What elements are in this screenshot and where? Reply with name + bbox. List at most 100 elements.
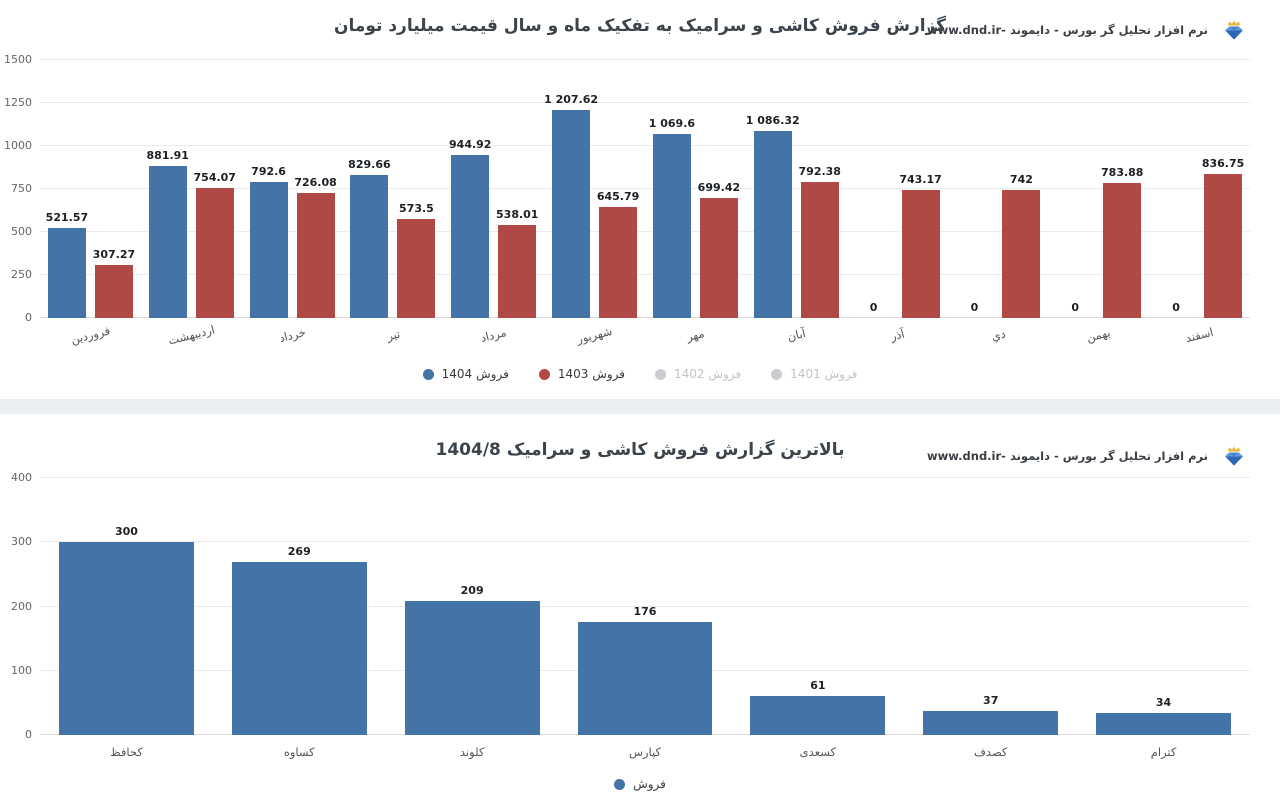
- bar-group: 0 836.75: [1149, 60, 1250, 318]
- bar-group: 0 783.88: [1048, 60, 1149, 318]
- bar-value-label: 61: [810, 678, 826, 692]
- bar-value-label: 209: [460, 583, 484, 597]
- y-axis-tick-label: 300: [11, 535, 32, 549]
- y-axis-tick-label: 1500: [4, 53, 32, 66]
- bar[interactable]: 176: [577, 605, 713, 735]
- bar-value-label: 726.08: [294, 176, 337, 190]
- bar-group: 944.92 538.01: [443, 60, 544, 318]
- bar-group: 1 069.6 699.42: [645, 60, 746, 318]
- brand: نرم افزار تحلیل گر بورس - دایموند -www.d…: [927, 18, 1246, 42]
- bar[interactable]: 836.75: [1202, 157, 1244, 318]
- x-axis-tick-label: دي: [989, 326, 1007, 344]
- bar[interactable]: 1 069.6: [649, 117, 695, 318]
- bar[interactable]: 742: [1002, 174, 1041, 318]
- bar-value-label: 742: [1009, 173, 1033, 187]
- gridline: [40, 274, 1250, 275]
- bar-group: 792.6 726.08: [242, 60, 343, 318]
- x-axis-tick-label: آبان: [785, 325, 807, 345]
- bar-value-label: 743.17: [899, 173, 942, 187]
- y-axis-tick-label: 400: [11, 471, 32, 484]
- monthly-sales-plot: 0 250 500 750 1000 1250 1500 521.57 307.27 فروردی…: [4, 53, 1250, 348]
- bar[interactable]: 37: [923, 695, 1059, 735]
- panel-divider: [0, 399, 1280, 414]
- bar-value-label: 34: [1155, 696, 1172, 710]
- legend-dot-icon: [422, 368, 434, 380]
- x-axis-tick-label: خرداد: [277, 324, 307, 346]
- bar[interactable]: 699.42: [698, 181, 740, 318]
- bar[interactable]: 743.17: [899, 173, 942, 318]
- legend-dot-icon: [538, 368, 550, 380]
- x-axis-tick-label: آذر: [888, 326, 906, 344]
- bar-value-label: 307.27: [92, 248, 136, 262]
- y-axis-tick-label: 250: [11, 268, 32, 281]
- bar[interactable]: 1 086.32: [746, 114, 800, 318]
- bar-group: 1 207.62 645.79: [544, 60, 645, 318]
- bar[interactable]: 61: [750, 679, 886, 735]
- x-axis-tick-label: کحافظ: [110, 745, 143, 759]
- legend-label: فروش 1401: [790, 367, 858, 381]
- bar-value-label: 783.88: [1101, 166, 1144, 180]
- diamond-crown-logo-icon: [1222, 18, 1246, 42]
- bar[interactable]: 307.27: [93, 248, 135, 318]
- bar-value-label: 792.38: [798, 164, 841, 178]
- bar-group: 61: [731, 478, 904, 735]
- legend-item[interactable]: فروش: [614, 777, 666, 791]
- bar[interactable]: 300: [59, 526, 194, 735]
- bar[interactable]: 209: [404, 584, 540, 735]
- x-axis-tick-label: کساوه: [283, 745, 315, 759]
- bar[interactable]: 792.6: [249, 165, 288, 318]
- bar-value-label: 699.42: [697, 180, 741, 194]
- legend-item[interactable]: فروش 1404: [422, 367, 509, 381]
- monthly-sales-chart-panel: نرم افزار تحلیل گر بورس - دایموند -www.d…: [0, 0, 1280, 399]
- top-companies-chart-panel: نرم افزار تحلیل گر بورس - دایموند -www.d…: [0, 414, 1280, 801]
- top-companies-plot: 0 100 200 300 400 300 کحافظ 269 کساوه 209 کلوند 176…: [11, 471, 1250, 759]
- bar-group: 269: [213, 478, 386, 735]
- bar[interactable]: 754.07: [194, 172, 236, 318]
- bar[interactable]: 538.01: [496, 209, 538, 318]
- bar[interactable]: 783.88: [1101, 166, 1143, 318]
- x-axis-tick-label: کلوند: [459, 745, 485, 759]
- bar[interactable]: 34: [1096, 696, 1231, 735]
- bar-group: 34: [1077, 478, 1250, 735]
- y-axis-tick-label: 100: [11, 663, 32, 677]
- bar[interactable]: 269: [231, 545, 367, 735]
- bar[interactable]: 645.79: [597, 190, 639, 318]
- bar-value-label: 37: [983, 694, 999, 708]
- gridline: [40, 102, 1250, 103]
- brand-text: نرم افزار تحلیل گر بورس - دایموند -www.d…: [927, 449, 1208, 463]
- diamond-crown-logo-icon: [1222, 444, 1246, 468]
- bar-value-label: 881.91: [146, 149, 189, 163]
- bar-group: 0 742: [948, 60, 1049, 318]
- legend-item[interactable]: فروش 1402: [655, 367, 741, 381]
- bar-value-label: 521.57: [45, 211, 89, 225]
- bar-group: 521.57 307.27: [40, 60, 141, 318]
- bar[interactable]: 792.38: [799, 165, 841, 318]
- gridline: [40, 231, 1250, 232]
- bar-value-label: 792.6: [251, 164, 286, 178]
- bar[interactable]: 881.91: [147, 150, 189, 318]
- bar-value-label: 573.5: [399, 202, 434, 216]
- bar[interactable]: 829.66: [348, 159, 391, 318]
- bar-value-label: 176: [633, 604, 657, 618]
- chart-title: بالاترین گزارش فروش کاشی و سرامیک 1404/8: [435, 440, 845, 460]
- bar[interactable]: 573.5: [397, 203, 436, 318]
- x-axis-tick-label: کصدف: [974, 745, 1008, 759]
- bar-value-label: 269: [287, 545, 311, 559]
- gridline: [40, 605, 1250, 607]
- legend-item[interactable]: فروش 1401: [771, 367, 857, 381]
- top-companies-legend: فروش: [0, 777, 1280, 791]
- bar[interactable]: 521.57: [46, 212, 88, 318]
- legend-item[interactable]: فروش 1403: [538, 367, 625, 381]
- bar[interactable]: 944.92: [449, 139, 491, 318]
- bar[interactable]: 726.08: [294, 176, 337, 318]
- x-axis-tick-label: اسفند: [1184, 324, 1215, 346]
- bar-value-label: 754.07: [193, 171, 236, 185]
- bar-value-label: 0: [1071, 300, 1080, 314]
- gridline: [40, 59, 1250, 60]
- x-axis-tick-label: فروردین: [69, 323, 112, 347]
- y-axis-tick-label: 1000: [4, 139, 32, 152]
- bar-value-label: 645.79: [596, 189, 640, 203]
- gridline: [40, 477, 1250, 478]
- bar[interactable]: 1 207.62: [544, 94, 598, 318]
- y-axis-tick-label: 1250: [4, 96, 32, 109]
